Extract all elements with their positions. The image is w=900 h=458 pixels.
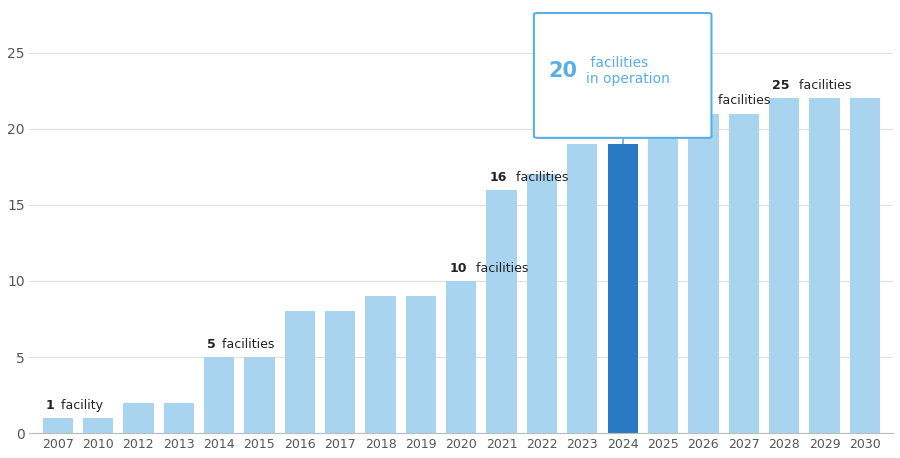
Bar (688, 114, 718, 433)
Bar (284, 311, 315, 433)
Text: 1: 1 (46, 399, 54, 412)
FancyBboxPatch shape (534, 13, 712, 138)
Text: facilities
in operation: facilities in operation (586, 56, 670, 86)
Bar (164, 403, 194, 433)
Bar (123, 403, 154, 433)
Text: facilities: facilities (795, 79, 851, 92)
Bar (325, 311, 356, 433)
Text: facilities: facilities (472, 262, 528, 275)
Bar (769, 98, 799, 433)
Bar (42, 418, 73, 433)
Text: 10: 10 (449, 262, 466, 275)
Bar (850, 98, 880, 433)
Bar (487, 190, 517, 433)
Bar (204, 357, 234, 433)
Text: 16: 16 (490, 170, 507, 184)
Bar (809, 98, 840, 433)
Text: facilities: facilities (219, 338, 274, 351)
Text: facilities: facilities (512, 170, 569, 184)
Text: facilities: facilities (714, 94, 770, 108)
Bar (526, 174, 557, 433)
Bar (567, 144, 598, 433)
Bar (406, 296, 436, 433)
Bar (648, 129, 679, 433)
Bar (446, 281, 476, 433)
Text: 25: 25 (772, 79, 789, 92)
Text: facility: facility (57, 399, 103, 412)
Bar (365, 296, 396, 433)
Bar (244, 357, 274, 433)
Bar (729, 114, 759, 433)
Bar (608, 144, 638, 433)
Text: 22: 22 (691, 94, 709, 108)
Text: 20: 20 (548, 61, 577, 81)
Text: 5: 5 (207, 338, 216, 351)
Bar (83, 418, 113, 433)
